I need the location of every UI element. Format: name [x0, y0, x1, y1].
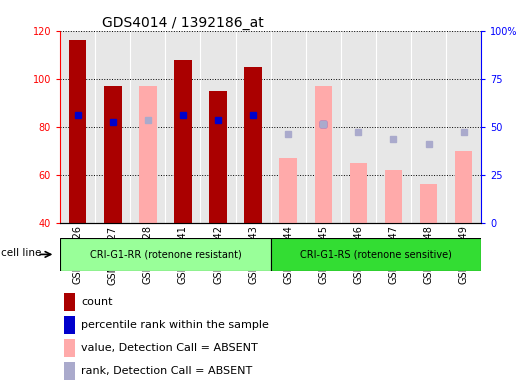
- Text: percentile rank within the sample: percentile rank within the sample: [81, 320, 269, 330]
- Text: rank, Detection Call = ABSENT: rank, Detection Call = ABSENT: [81, 366, 253, 376]
- Bar: [174, 60, 192, 223]
- Bar: [64, 339, 75, 357]
- Text: CRI-G1-RR (rotenone resistant): CRI-G1-RR (rotenone resistant): [89, 249, 241, 260]
- Bar: [446, 31, 481, 223]
- Bar: [69, 40, 86, 223]
- Bar: [385, 170, 402, 223]
- Bar: [139, 86, 156, 223]
- Bar: [411, 31, 446, 223]
- Bar: [64, 293, 75, 311]
- Bar: [271, 31, 306, 223]
- Bar: [235, 31, 271, 223]
- Bar: [271, 238, 481, 271]
- Bar: [314, 86, 332, 223]
- Bar: [165, 31, 200, 223]
- Bar: [64, 316, 75, 334]
- Text: cell line: cell line: [1, 248, 41, 258]
- Bar: [95, 31, 130, 223]
- Bar: [420, 184, 437, 223]
- Bar: [376, 31, 411, 223]
- Bar: [64, 362, 75, 380]
- Bar: [455, 151, 472, 223]
- Bar: [104, 86, 121, 223]
- Text: count: count: [81, 297, 112, 307]
- Bar: [349, 163, 367, 223]
- Bar: [130, 31, 165, 223]
- Bar: [200, 31, 235, 223]
- Bar: [341, 31, 376, 223]
- Text: GDS4014 / 1392186_at: GDS4014 / 1392186_at: [103, 16, 264, 30]
- Bar: [306, 31, 341, 223]
- Bar: [60, 238, 271, 271]
- Bar: [279, 158, 297, 223]
- Bar: [209, 91, 227, 223]
- Text: value, Detection Call = ABSENT: value, Detection Call = ABSENT: [81, 343, 258, 353]
- Bar: [60, 31, 95, 223]
- Text: CRI-G1-RS (rotenone sensitive): CRI-G1-RS (rotenone sensitive): [300, 249, 452, 260]
- Bar: [244, 67, 262, 223]
